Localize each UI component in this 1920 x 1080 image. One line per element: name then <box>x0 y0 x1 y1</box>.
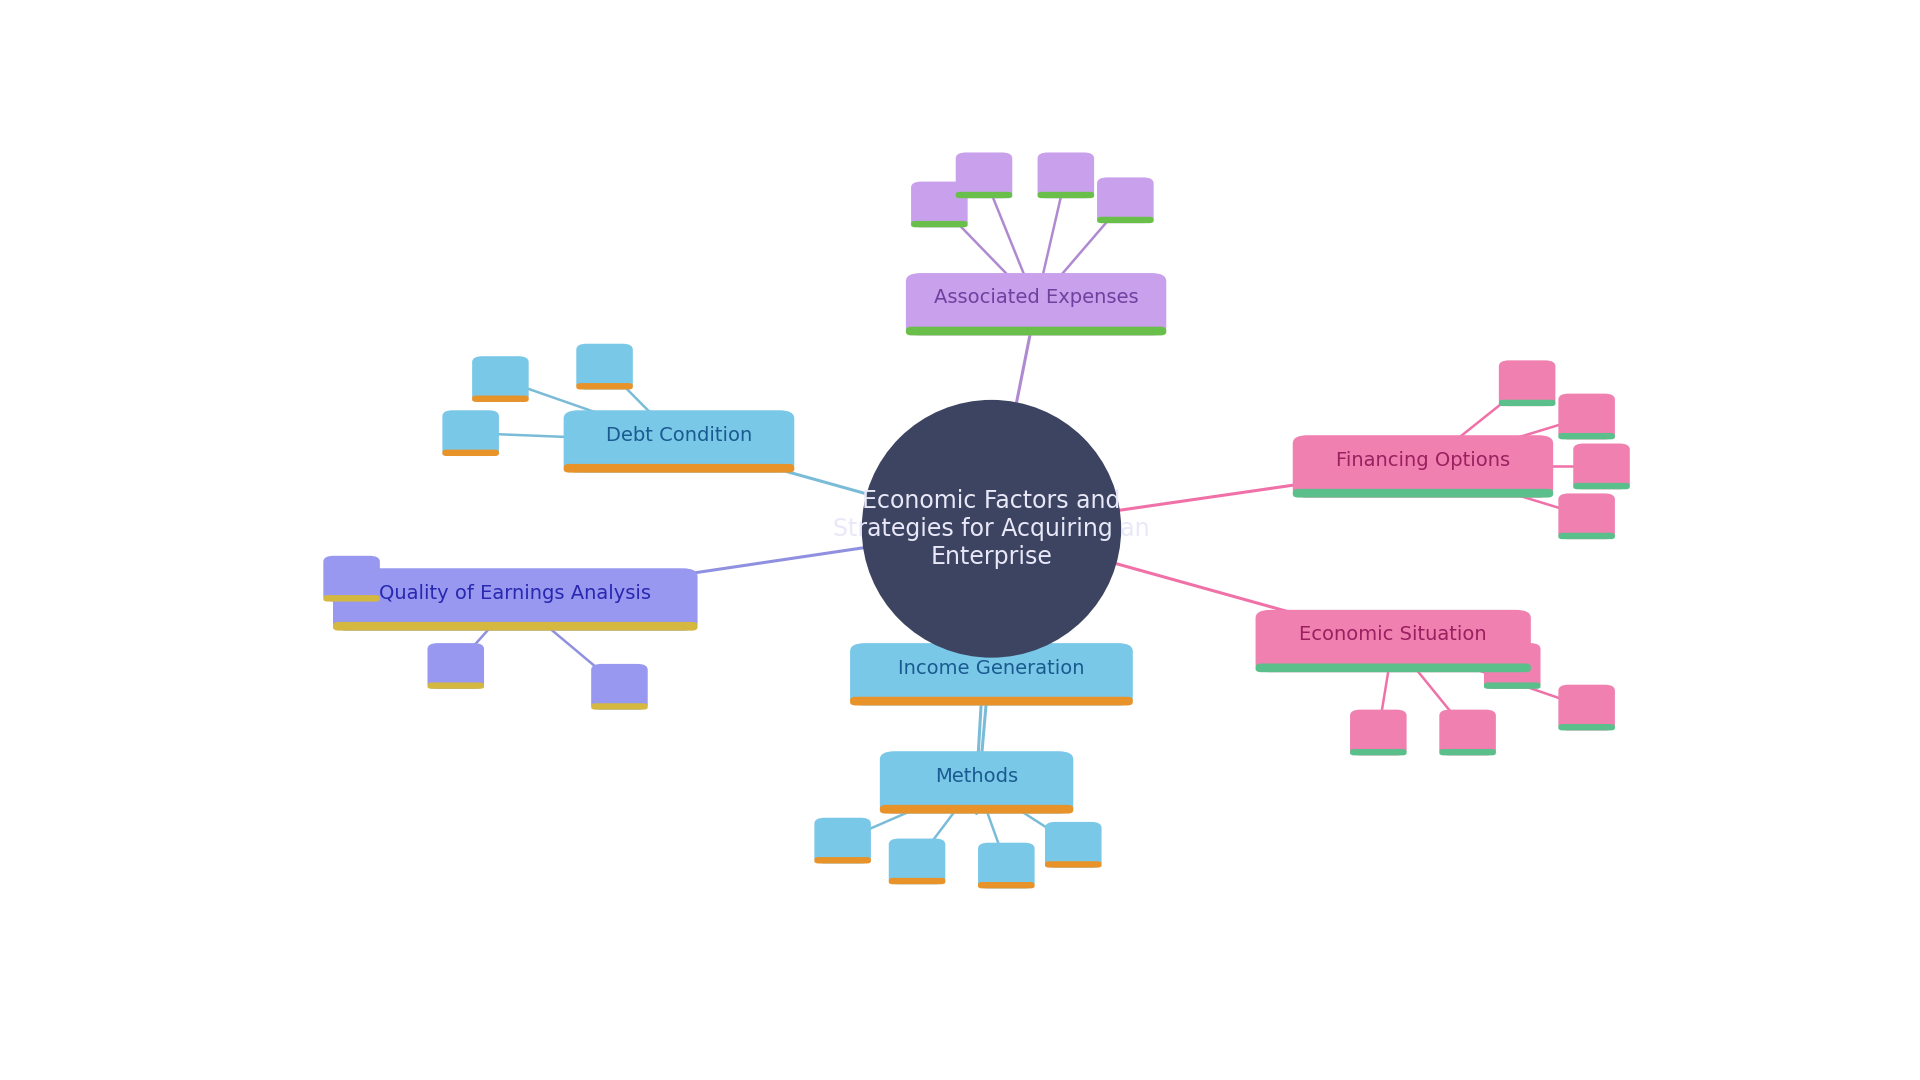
FancyBboxPatch shape <box>956 192 1012 199</box>
FancyBboxPatch shape <box>851 697 1133 705</box>
FancyBboxPatch shape <box>323 556 380 602</box>
FancyBboxPatch shape <box>1440 748 1496 755</box>
FancyBboxPatch shape <box>1572 483 1630 489</box>
FancyBboxPatch shape <box>1559 433 1615 440</box>
FancyBboxPatch shape <box>442 410 499 456</box>
FancyBboxPatch shape <box>564 410 795 473</box>
FancyBboxPatch shape <box>1350 748 1407 755</box>
FancyBboxPatch shape <box>1096 217 1154 224</box>
FancyBboxPatch shape <box>1572 444 1630 489</box>
Text: Income Generation: Income Generation <box>899 659 1085 677</box>
FancyBboxPatch shape <box>442 449 499 456</box>
Text: Economic Situation: Economic Situation <box>1300 625 1486 645</box>
FancyBboxPatch shape <box>977 842 1035 889</box>
FancyBboxPatch shape <box>1559 393 1615 440</box>
FancyBboxPatch shape <box>1292 489 1553 498</box>
Text: Financing Options: Financing Options <box>1336 450 1509 470</box>
FancyBboxPatch shape <box>956 152 1012 199</box>
FancyBboxPatch shape <box>1256 663 1530 672</box>
FancyBboxPatch shape <box>591 664 647 710</box>
FancyBboxPatch shape <box>912 181 968 227</box>
FancyBboxPatch shape <box>576 343 634 390</box>
Text: Associated Expenses: Associated Expenses <box>933 288 1139 308</box>
FancyBboxPatch shape <box>906 326 1165 336</box>
FancyBboxPatch shape <box>323 595 380 602</box>
FancyBboxPatch shape <box>889 838 945 885</box>
Text: Quality of Earnings Analysis: Quality of Earnings Analysis <box>380 583 651 603</box>
FancyBboxPatch shape <box>1559 685 1615 730</box>
FancyBboxPatch shape <box>906 273 1165 336</box>
FancyBboxPatch shape <box>428 643 484 689</box>
Ellipse shape <box>862 400 1121 658</box>
FancyBboxPatch shape <box>472 395 528 402</box>
FancyBboxPatch shape <box>576 383 634 390</box>
FancyBboxPatch shape <box>879 805 1073 813</box>
FancyBboxPatch shape <box>1440 710 1496 755</box>
FancyBboxPatch shape <box>912 221 968 227</box>
FancyBboxPatch shape <box>1500 400 1555 406</box>
FancyBboxPatch shape <box>1256 610 1530 672</box>
FancyBboxPatch shape <box>977 882 1035 889</box>
FancyBboxPatch shape <box>591 703 647 710</box>
FancyBboxPatch shape <box>814 858 872 864</box>
FancyBboxPatch shape <box>428 683 484 689</box>
FancyBboxPatch shape <box>851 643 1133 705</box>
FancyBboxPatch shape <box>332 622 697 631</box>
FancyBboxPatch shape <box>332 568 697 631</box>
FancyBboxPatch shape <box>879 752 1073 813</box>
Text: Debt Condition: Debt Condition <box>607 426 753 445</box>
FancyBboxPatch shape <box>1037 192 1094 199</box>
FancyBboxPatch shape <box>1559 724 1615 730</box>
FancyBboxPatch shape <box>1559 532 1615 539</box>
FancyBboxPatch shape <box>1044 861 1102 867</box>
Text: Economic Factors and
Strategies for Acquiring an
Enterprise: Economic Factors and Strategies for Acqu… <box>833 489 1150 568</box>
FancyBboxPatch shape <box>1037 152 1094 199</box>
FancyBboxPatch shape <box>472 356 528 402</box>
FancyBboxPatch shape <box>1044 822 1102 867</box>
FancyBboxPatch shape <box>1350 710 1407 755</box>
FancyBboxPatch shape <box>1559 494 1615 539</box>
FancyBboxPatch shape <box>1096 177 1154 224</box>
FancyBboxPatch shape <box>1484 643 1540 689</box>
FancyBboxPatch shape <box>889 878 945 885</box>
FancyBboxPatch shape <box>564 464 795 473</box>
FancyBboxPatch shape <box>1484 683 1540 689</box>
FancyBboxPatch shape <box>814 818 872 864</box>
FancyBboxPatch shape <box>1500 361 1555 406</box>
FancyBboxPatch shape <box>1292 435 1553 498</box>
Text: Methods: Methods <box>935 767 1018 785</box>
